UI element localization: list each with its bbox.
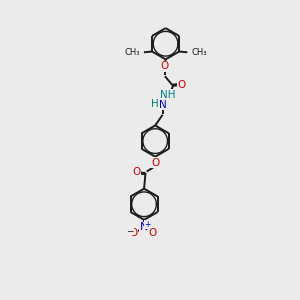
Text: −: − bbox=[126, 226, 133, 235]
Text: N: N bbox=[140, 222, 148, 232]
Text: +: + bbox=[145, 220, 151, 229]
Text: N: N bbox=[159, 100, 167, 110]
Text: O: O bbox=[178, 80, 186, 90]
Text: O: O bbox=[151, 158, 159, 168]
Text: O: O bbox=[148, 228, 156, 238]
Text: NH: NH bbox=[160, 90, 176, 100]
Text: O: O bbox=[130, 228, 138, 238]
Text: H: H bbox=[151, 99, 159, 110]
Text: O: O bbox=[161, 61, 169, 71]
Text: CH₃: CH₃ bbox=[191, 48, 207, 57]
Text: CH₃: CH₃ bbox=[124, 48, 140, 57]
Text: O: O bbox=[133, 167, 141, 177]
